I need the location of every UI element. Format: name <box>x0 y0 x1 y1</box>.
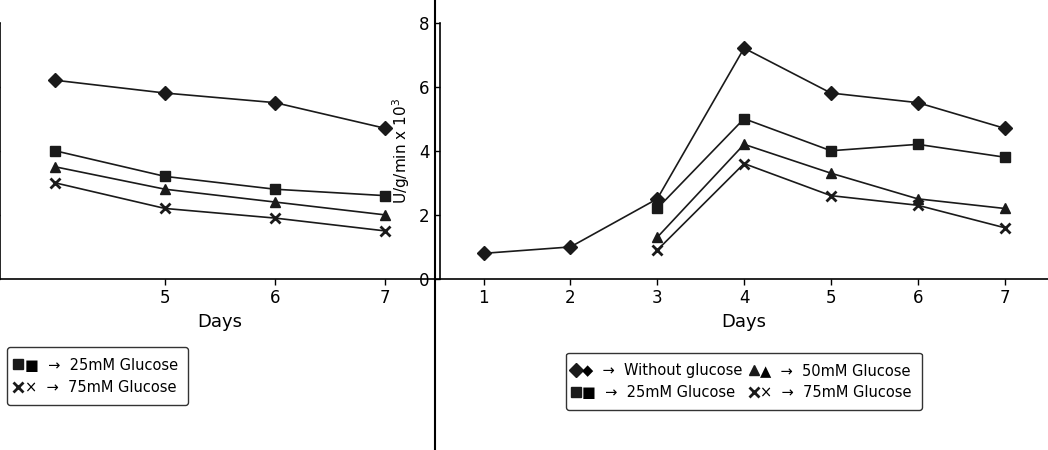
Legend: ■  →  25mM Glucose, ×  →  75mM Glucose: ■ → 25mM Glucose, × → 75mM Glucose <box>7 347 189 405</box>
Legend: ◆  →  Without glucose, ■  →  25mM Glucose, ▲  →  50mM Glucose, ×  →  75mM Glucos: ◆ → Without glucose, ■ → 25mM Glucose, ▲… <box>566 352 922 410</box>
Y-axis label: U/g/min x 10$^3$: U/g/min x 10$^3$ <box>391 98 412 204</box>
X-axis label: Days: Days <box>198 313 242 331</box>
X-axis label: Days: Days <box>722 313 766 331</box>
